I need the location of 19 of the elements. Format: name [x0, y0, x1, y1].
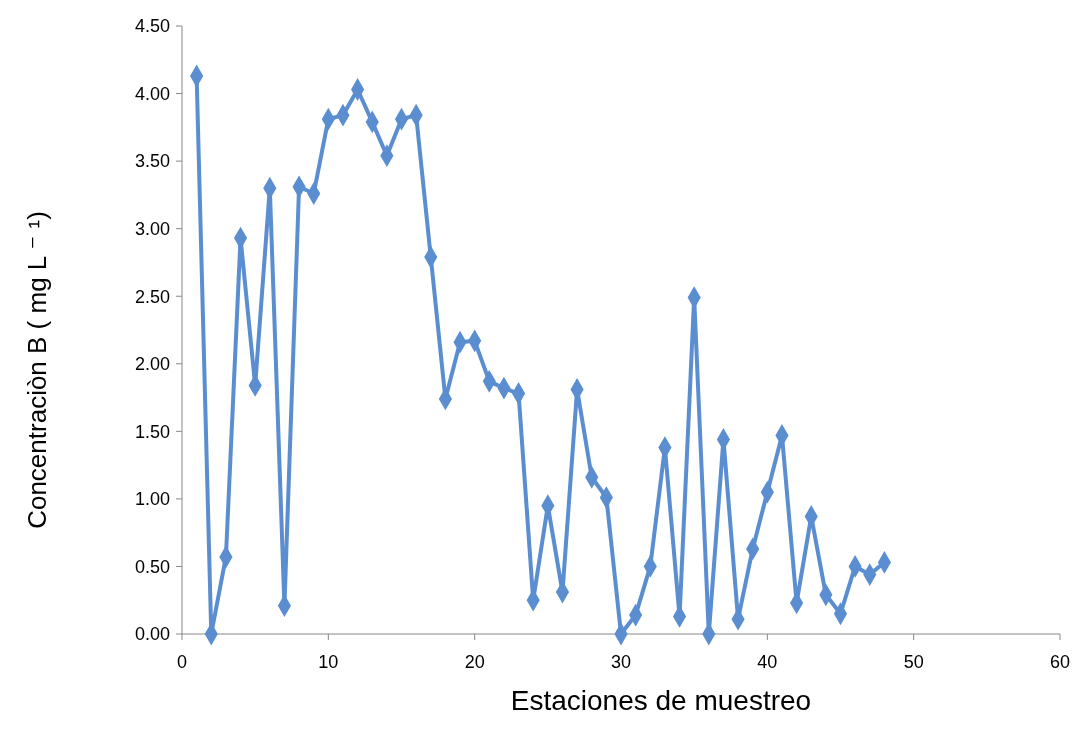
y-axis-title: Concentraciòn B ( mg L ⁻ ¹) — [22, 211, 52, 529]
x-tick-label: 10 — [318, 652, 339, 672]
y-tick-label: 0.00 — [134, 624, 170, 645]
y-tick-label: 2.00 — [134, 354, 170, 375]
x-tick-label: 20 — [464, 652, 485, 672]
x-tick-label: 30 — [610, 652, 632, 672]
x-tick-label: 40 — [757, 652, 778, 672]
y-tick-label: 1.00 — [134, 489, 170, 510]
y-tick-label: 4.00 — [134, 83, 170, 104]
x-tick-label: 60 — [1049, 652, 1071, 672]
y-tick-label: 3.00 — [134, 218, 170, 239]
x-tick-label: 0 — [176, 652, 188, 672]
x-tick-label: 50 — [903, 652, 924, 672]
y-tick-label: 2.50 — [134, 286, 170, 307]
y-tick-label: 3.50 — [134, 151, 170, 172]
y-tick-label: 4.50 — [134, 16, 170, 37]
y-tick-label: 1.50 — [134, 421, 170, 442]
y-tick-label: 0.50 — [134, 556, 170, 577]
x-axis-title: Estaciones de muestreo — [510, 685, 812, 716]
